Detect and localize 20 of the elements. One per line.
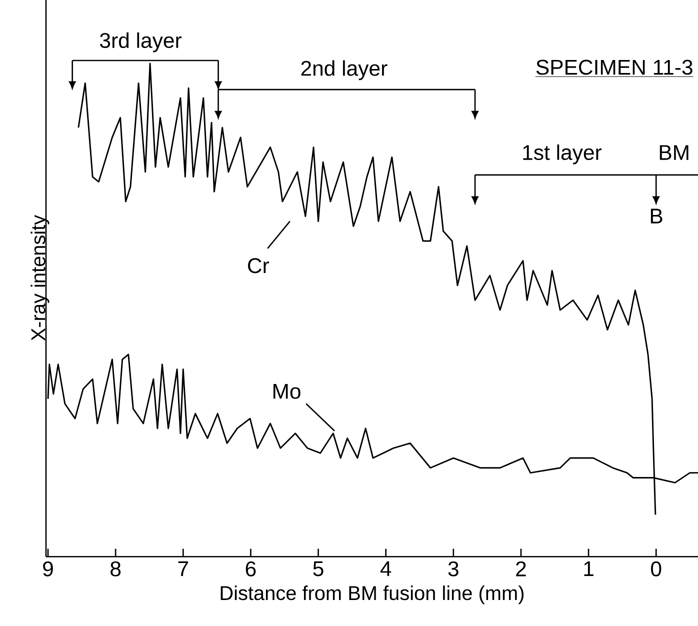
annotation: SPECIMEN 11-3 xyxy=(536,60,692,75)
annotation: 2nd layer xyxy=(301,60,388,80)
x-tick-label: 7 xyxy=(178,561,188,576)
annotation: BM xyxy=(660,145,688,160)
annotation: 1st layer xyxy=(523,144,602,164)
x-tick-label: 1 xyxy=(584,561,594,576)
x-tick-label: 6 xyxy=(246,561,256,576)
x-axis-title: Distance from BM fusion line (mm) xyxy=(220,586,524,604)
x-tick-label: 5 xyxy=(313,561,324,576)
x-tick-label: 8 xyxy=(110,561,121,576)
x-tick-label: 3 xyxy=(448,561,458,576)
text: 3rd layer xyxy=(100,32,182,52)
x-tick-label: 2 xyxy=(516,561,526,576)
legend-label: Cr xyxy=(248,258,270,274)
x-tick-label: 9 xyxy=(43,561,53,576)
x-tick-label: 0 xyxy=(651,561,662,576)
series-label: Mo xyxy=(274,384,300,399)
x-tick-label: 4 xyxy=(380,561,392,576)
annotation: B xyxy=(650,208,662,224)
y-axis-title: X-ray intensity xyxy=(30,214,50,341)
